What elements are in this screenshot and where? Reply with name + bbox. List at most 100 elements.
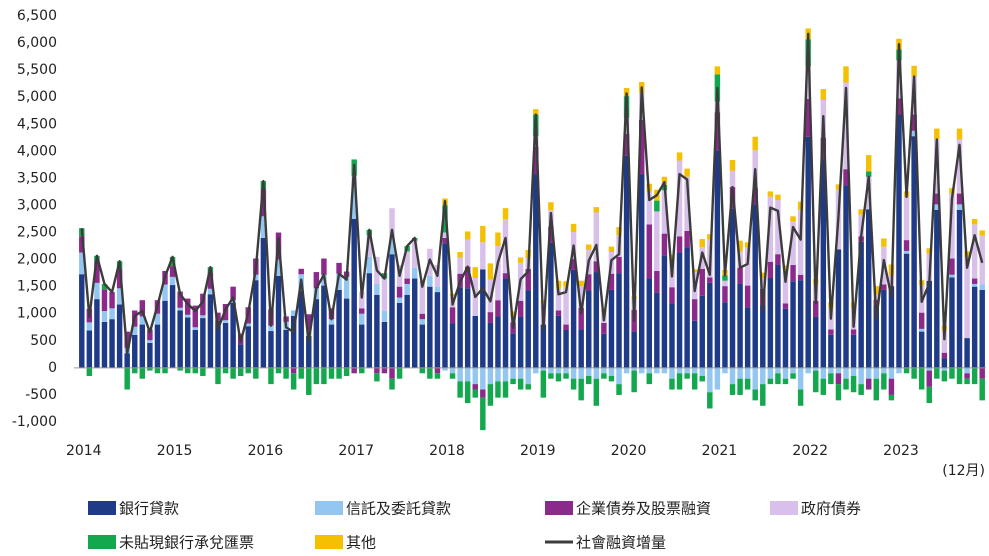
bar-segment [109,292,115,309]
bar-segment [722,280,728,287]
bar-segment [184,314,191,318]
bar-segment [525,268,531,291]
bar-segment [449,367,456,374]
bar-segment [593,367,600,379]
bar-segment [404,251,410,279]
bar-segment [676,373,683,390]
x-tick-label: 2014 [66,443,102,459]
bar-segment [139,316,146,325]
bar-segment [760,278,766,289]
bar-segment [790,265,796,282]
bar-segment [790,367,796,374]
bar-segment [661,233,668,256]
bar-segment [843,66,849,83]
bar-segment [222,320,229,323]
bar-segment [828,367,834,374]
bar-segment [941,352,948,359]
y-tick-label: 4,000 [17,143,57,159]
bar-segment [495,381,501,398]
bar-segment [313,367,320,385]
bar-segment [608,246,615,253]
bar-segment [419,281,426,314]
bar-segment [487,384,494,406]
bar-segment [616,273,622,368]
bar-segment [767,278,774,368]
bar-segment [313,299,320,368]
bar-segment [101,321,108,368]
bar-segment [517,316,524,368]
bar-segment [570,367,577,379]
bar-segment [101,289,108,312]
bar-segment [873,378,880,401]
bar-segment [94,282,100,300]
bar-segment [472,267,478,279]
bar-segment [374,367,380,374]
bar-segment [828,373,834,385]
bar-segment [691,299,698,321]
bar-segment [533,109,539,115]
bar-segment [540,367,547,371]
bar-segment [464,381,471,404]
bar-segment [646,224,653,279]
bar-segment [699,295,705,368]
bar-segment [343,367,350,376]
bar-segment [593,212,600,262]
y-tick-label: 500 [30,333,57,349]
bar-segment [230,367,236,379]
bar-segment [578,280,584,287]
bar-segment [359,292,365,309]
bar-segment [472,367,478,385]
bar-segment [744,367,751,379]
bar-segment [654,200,660,212]
bar-segment [449,373,456,379]
bar-segment [661,367,668,374]
bar-segment [676,252,683,368]
bar-segment [290,310,297,316]
x-tick-label: 2019 [520,443,556,459]
bar-segment [502,273,509,279]
legend-label: 政府債券 [801,500,861,518]
bar-segment [926,370,932,387]
bar-segment [578,378,584,401]
bar-segment [434,367,441,374]
bar-segment [881,284,887,290]
bar-segment [457,287,463,368]
bar-segment [835,384,842,401]
bar-segment [230,286,236,301]
bar-segment [548,367,554,374]
bar-segment [586,244,592,250]
bar-segment [94,261,100,283]
legend-label: 其他 [346,534,376,552]
bar-segment [616,367,622,385]
bar-segment [162,300,168,368]
bar-segment [389,367,395,379]
bar-segment [775,367,781,374]
bar-segment [306,314,312,331]
bar-segment [343,298,350,368]
bar-segment [472,389,478,398]
bar-segment [480,389,486,398]
bar-segment [820,159,827,368]
bar-segment [366,273,373,368]
bar-segment [850,375,857,393]
bar-segment [676,236,683,253]
bar-segment [918,328,925,332]
bar-segment [805,367,811,374]
bar-segment [139,324,146,368]
bar-segment [782,270,789,304]
bar-segment [578,329,584,368]
bar-segment [442,232,448,238]
bar-segment [495,316,501,368]
bar-segment [911,367,917,379]
bar-segment [555,373,562,382]
bar-segment [207,294,214,368]
bar-segment [563,373,569,379]
bar-segment [858,209,864,215]
bar-segment [654,367,660,374]
bar-segment [207,272,214,289]
bar-segment [495,232,501,247]
bar-segment [245,326,251,368]
bar-segment [790,281,796,368]
bar-segment [918,312,925,329]
bar-segment [805,136,811,368]
